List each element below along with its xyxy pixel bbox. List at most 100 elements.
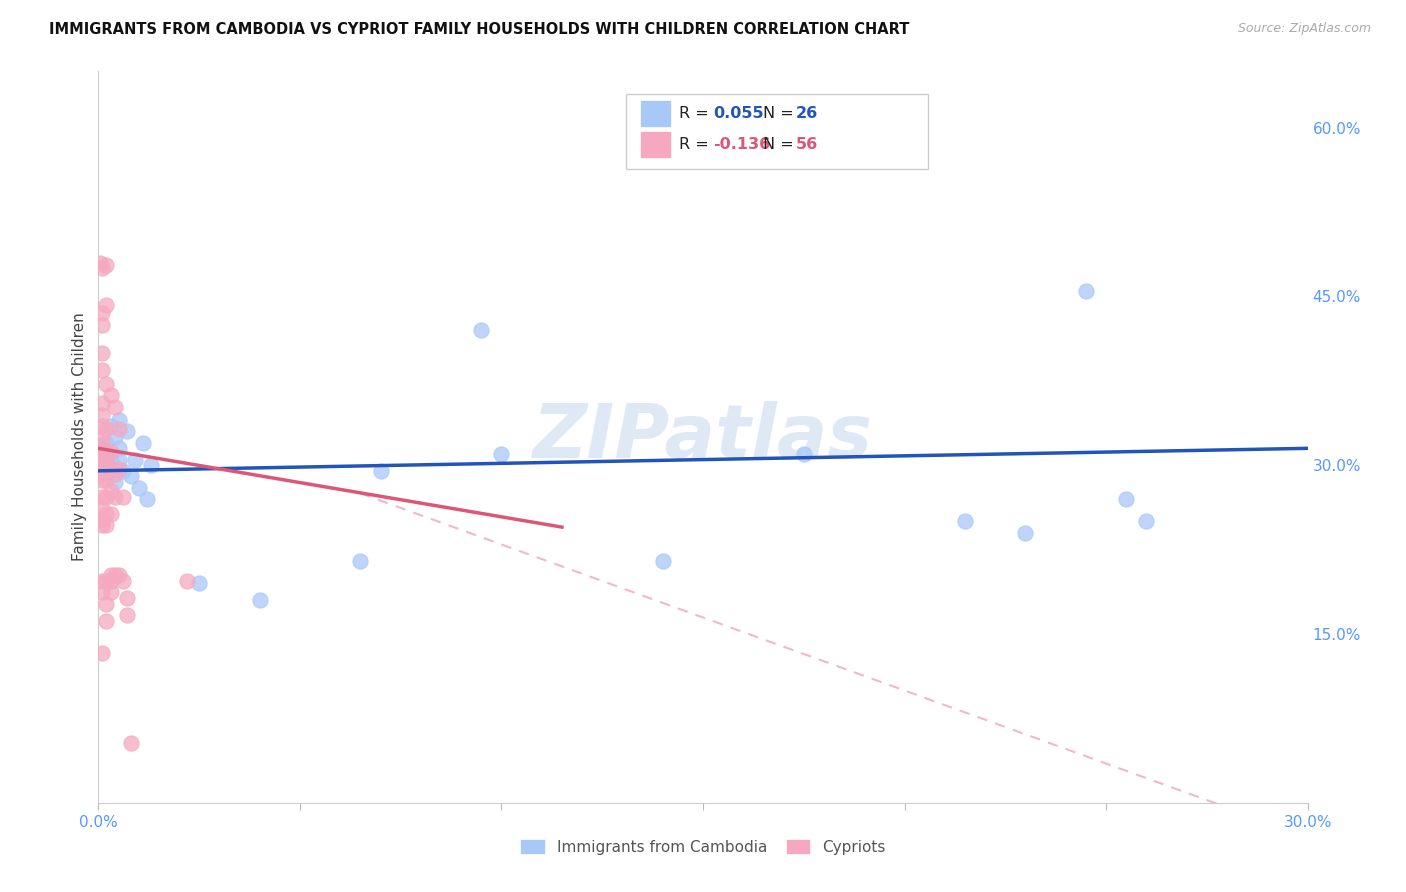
Point: [176, 574, 198, 588]
Point: [132, 435, 155, 450]
Point: [100, 507, 122, 521]
Point: [91, 517, 114, 532]
Point: [91, 418, 114, 433]
Point: [96, 258, 118, 272]
Point: [111, 464, 134, 478]
Point: [91, 574, 114, 588]
Point: [96, 447, 118, 461]
Text: R =: R =: [679, 106, 714, 120]
Text: -0.136: -0.136: [713, 137, 770, 152]
Point: [96, 517, 118, 532]
Point: [349, 554, 371, 568]
Point: [91, 490, 114, 504]
Point: [96, 456, 118, 470]
Point: [96, 435, 118, 450]
Point: [103, 430, 125, 444]
Point: [188, 576, 211, 591]
Point: [91, 438, 114, 452]
Point: [91, 456, 114, 470]
Point: [91, 449, 114, 463]
Point: [96, 422, 118, 436]
Point: [91, 500, 114, 515]
Point: [107, 461, 129, 475]
Point: [96, 597, 118, 611]
Point: [1014, 525, 1036, 540]
Point: [120, 469, 142, 483]
Point: [115, 591, 138, 605]
Point: [100, 585, 122, 599]
Point: [91, 466, 114, 480]
Point: [107, 413, 129, 427]
Y-axis label: Family Households with Children: Family Households with Children: [72, 313, 87, 561]
Point: [249, 593, 271, 607]
Text: ZIPatlas: ZIPatlas: [533, 401, 873, 474]
Point: [103, 467, 125, 482]
Point: [111, 490, 134, 504]
Text: N =: N =: [763, 137, 800, 152]
Point: [100, 568, 122, 582]
Point: [128, 481, 150, 495]
Point: [793, 447, 815, 461]
Point: [1135, 515, 1157, 529]
Text: 26: 26: [796, 106, 818, 120]
Point: [91, 430, 114, 444]
Text: 0.055: 0.055: [713, 106, 763, 120]
Point: [103, 400, 125, 414]
Point: [103, 490, 125, 504]
Point: [139, 458, 162, 473]
Point: [100, 452, 122, 467]
Point: [103, 475, 125, 489]
Point: [953, 515, 976, 529]
Point: [91, 318, 114, 332]
Point: [91, 512, 114, 526]
Point: [1115, 491, 1137, 506]
Text: 56: 56: [796, 137, 818, 152]
Point: [111, 574, 134, 588]
Point: [96, 473, 118, 487]
Text: IMMIGRANTS FROM CAMBODIA VS CYPRIOT FAMILY HOUSEHOLDS WITH CHILDREN CORRELATION : IMMIGRANTS FROM CAMBODIA VS CYPRIOT FAMI…: [49, 22, 910, 37]
Point: [120, 736, 142, 750]
Point: [91, 646, 114, 660]
Point: [100, 484, 122, 499]
Point: [96, 298, 118, 312]
Point: [96, 574, 118, 588]
Text: R =: R =: [679, 137, 714, 152]
Point: [91, 396, 114, 410]
Legend: Immigrants from Cambodia, Cypriots: Immigrants from Cambodia, Cypriots: [515, 833, 891, 861]
Point: [370, 464, 392, 478]
Point: [91, 473, 114, 487]
Point: [90, 261, 112, 276]
Point: [91, 585, 114, 599]
Point: [91, 362, 114, 376]
Point: [100, 418, 122, 433]
Point: [96, 377, 118, 392]
Point: [91, 306, 114, 320]
Point: [91, 442, 114, 456]
Point: [115, 607, 138, 622]
Point: [91, 408, 114, 422]
Point: [100, 574, 122, 588]
Point: [96, 614, 118, 628]
Point: [470, 323, 492, 337]
Point: [124, 452, 146, 467]
Point: [100, 461, 122, 475]
Point: [100, 444, 122, 458]
Text: N =: N =: [763, 106, 800, 120]
Point: [1074, 284, 1097, 298]
Point: [107, 452, 129, 467]
Point: [100, 388, 122, 402]
Point: [89, 255, 111, 269]
Point: [107, 442, 129, 456]
Text: Source: ZipAtlas.com: Source: ZipAtlas.com: [1237, 22, 1371, 36]
Point: [135, 491, 157, 506]
Point: [96, 490, 118, 504]
Point: [651, 554, 673, 568]
Point: [107, 568, 129, 582]
Point: [107, 422, 129, 436]
Point: [96, 444, 118, 458]
Point: [91, 345, 114, 359]
Point: [103, 568, 125, 582]
Point: [96, 507, 118, 521]
Point: [491, 447, 513, 461]
Point: [115, 425, 138, 439]
